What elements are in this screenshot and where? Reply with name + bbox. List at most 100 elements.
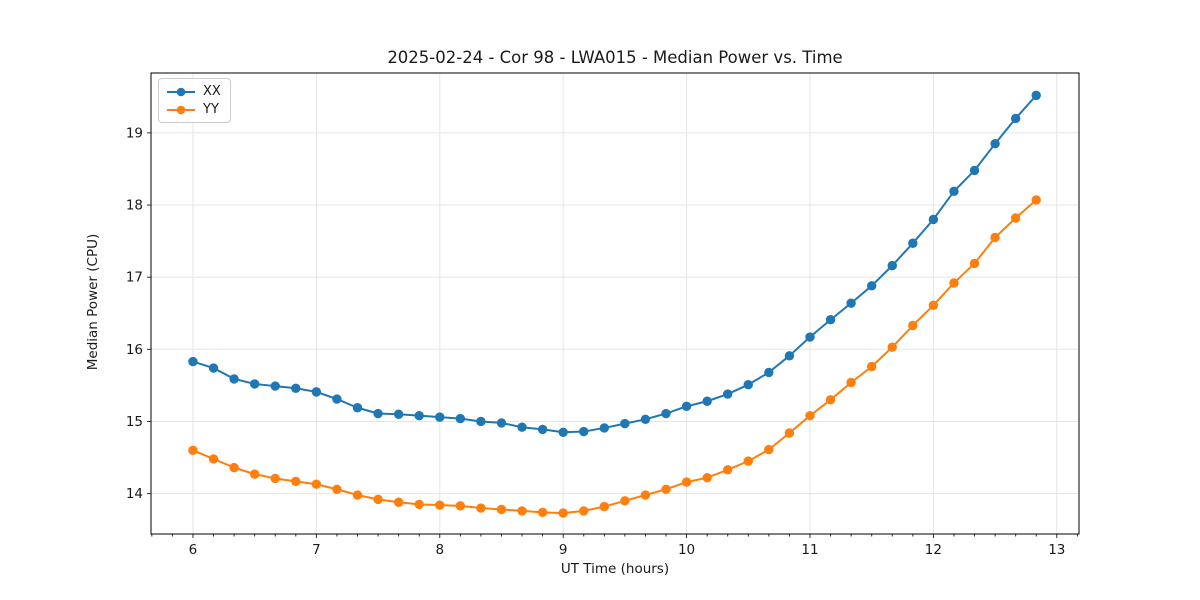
- data-point: [805, 410, 815, 421]
- data-point: [620, 418, 630, 429]
- gridlines: [151, 73, 1079, 534]
- data-point: [702, 473, 712, 483]
- data-point: [476, 416, 486, 427]
- data-point: [743, 456, 753, 466]
- x-tick-label: 13: [1048, 542, 1065, 558]
- data-point: [805, 332, 815, 342]
- data-point: [373, 494, 383, 505]
- data-point: [393, 409, 404, 419]
- data-point: [414, 499, 424, 510]
- data-point: [291, 476, 301, 487]
- y-tick-label: 16: [126, 342, 143, 358]
- series-line: [192, 94, 1037, 434]
- data-point: [229, 462, 239, 473]
- data-point: [908, 320, 918, 331]
- x-tick-label: 9: [559, 542, 568, 558]
- data-point: [208, 363, 219, 373]
- data-point: [558, 427, 568, 437]
- data-point: [311, 479, 322, 489]
- data-point: [496, 504, 507, 515]
- legend-entry-xx: XX: [166, 84, 221, 99]
- data-point: [764, 367, 774, 378]
- data-point: [291, 383, 301, 393]
- data-point: [517, 506, 527, 516]
- data-point: [620, 496, 630, 506]
- data-point: [640, 414, 651, 424]
- data-point: [887, 260, 897, 271]
- data-point: [723, 389, 733, 399]
- y-tick-label: 15: [126, 414, 143, 430]
- data-point: [969, 258, 980, 269]
- data-point: [1031, 195, 1041, 205]
- x-tick-label: 12: [925, 542, 942, 558]
- data-point: [332, 484, 342, 494]
- data-point: [1010, 113, 1021, 124]
- data-point: [681, 477, 692, 487]
- data-point: [661, 484, 671, 494]
- data-point: [476, 503, 486, 513]
- x-tick-label: 11: [801, 542, 818, 558]
- data-point: [887, 342, 897, 352]
- series-xx: [188, 90, 1041, 437]
- line-marker-icon: [167, 105, 195, 114]
- data-point: [435, 500, 445, 510]
- data-point: [270, 473, 280, 484]
- data-point: [270, 381, 280, 391]
- data-point: [558, 508, 568, 518]
- data-point: [846, 298, 856, 308]
- data-point: [455, 501, 466, 511]
- line-marker-icon: [167, 87, 195, 96]
- data-point: [702, 396, 712, 406]
- data-point: [311, 387, 322, 397]
- plot-border: [150, 72, 1080, 535]
- y-tick-label: 19: [126, 125, 143, 141]
- data-point: [846, 377, 856, 388]
- data-point: [908, 238, 918, 248]
- data-point: [599, 501, 610, 512]
- data-point: [949, 278, 959, 288]
- y-tick-label: 18: [126, 198, 143, 214]
- y-axis-label: Median Power (CPU): [85, 233, 101, 371]
- data-point: [435, 412, 445, 422]
- data-point: [599, 423, 610, 433]
- data-point: [249, 379, 260, 389]
- data-point: [393, 497, 404, 507]
- data-point: [208, 454, 219, 464]
- x-tick-label: 8: [435, 542, 444, 558]
- data-point: [723, 465, 733, 475]
- y-tick-label: 14: [126, 486, 143, 502]
- data-point: [681, 401, 692, 412]
- data-point: [579, 506, 589, 516]
- data-point: [579, 426, 589, 437]
- x-tick-label: 10: [678, 542, 695, 558]
- data-point: [784, 428, 795, 438]
- legend-label-yy: YY: [203, 102, 219, 117]
- x-axis-label: UT Time (hours): [560, 561, 670, 577]
- tick-labels: 6 7 8 9 10 11 12 13 14 15 16 17 18 19: [126, 125, 1066, 558]
- data-point: [537, 424, 548, 435]
- data-point: [949, 186, 959, 197]
- data-point: [784, 351, 795, 361]
- data-point: [928, 300, 939, 311]
- legend: XX YY: [158, 78, 231, 123]
- data-point: [188, 445, 198, 456]
- data-point: [537, 507, 548, 518]
- data-point: [990, 232, 1000, 243]
- data-point: [517, 422, 527, 432]
- axis-ticks: [147, 132, 1058, 538]
- data-point: [743, 379, 753, 390]
- data-point: [455, 413, 466, 424]
- data-point: [866, 361, 877, 372]
- legend-entry-yy: YY: [166, 102, 221, 117]
- data-point: [969, 165, 980, 176]
- data-point: [229, 374, 239, 384]
- data-point: [332, 394, 342, 404]
- data-point: [928, 214, 939, 225]
- data-point: [249, 469, 260, 479]
- data-point: [1031, 90, 1041, 101]
- data-point: [352, 490, 363, 500]
- data-point: [640, 490, 651, 500]
- data-point: [188, 356, 198, 367]
